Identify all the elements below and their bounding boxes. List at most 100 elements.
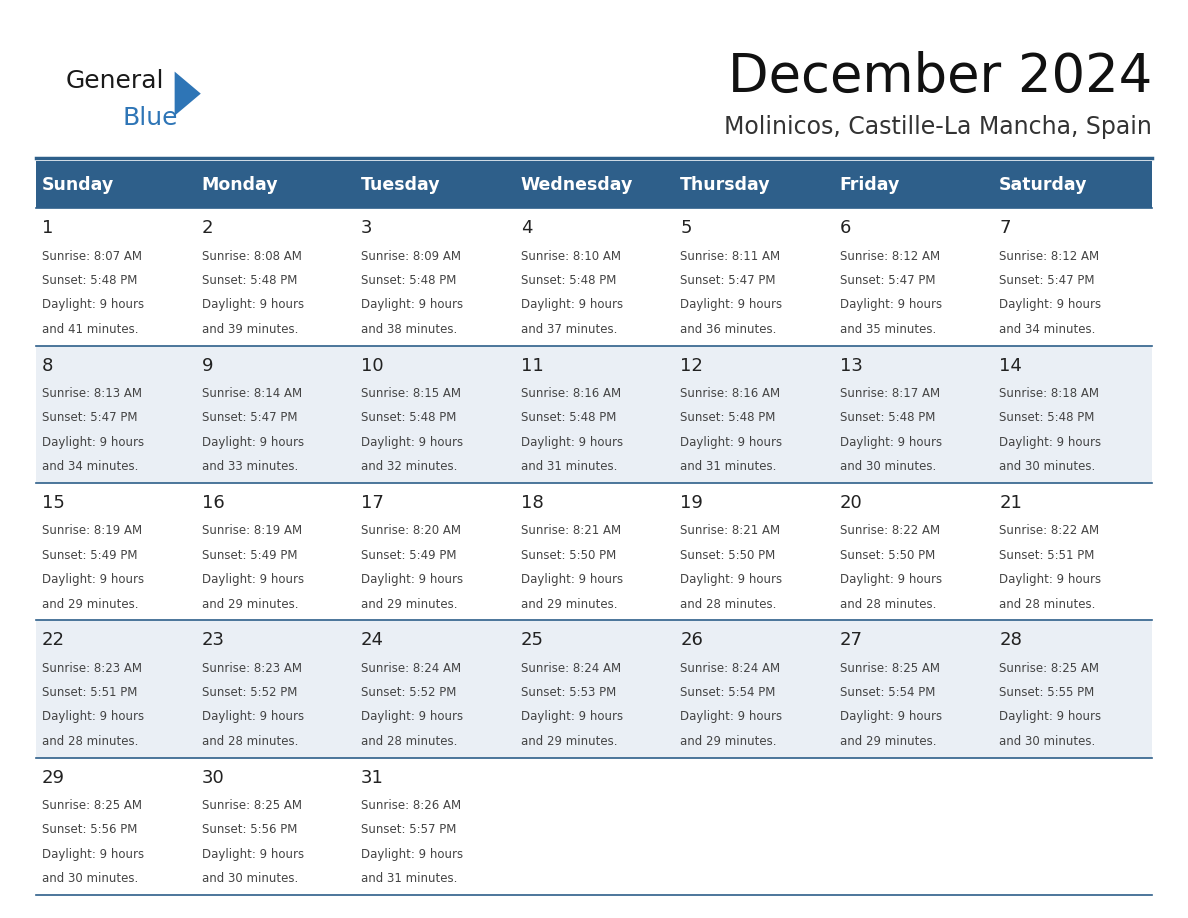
Text: Sunset: 5:48 PM: Sunset: 5:48 PM	[361, 411, 456, 424]
Text: Sunset: 5:48 PM: Sunset: 5:48 PM	[202, 274, 297, 287]
Text: Daylight: 9 hours: Daylight: 9 hours	[999, 298, 1101, 311]
Text: 29: 29	[42, 768, 65, 787]
Text: Sunrise: 8:13 AM: Sunrise: 8:13 AM	[42, 386, 143, 400]
Text: Daylight: 9 hours: Daylight: 9 hours	[42, 436, 144, 449]
Text: 16: 16	[202, 494, 225, 512]
Text: Daylight: 9 hours: Daylight: 9 hours	[999, 711, 1101, 723]
Text: Sunset: 5:47 PM: Sunset: 5:47 PM	[681, 274, 776, 287]
Text: 31: 31	[361, 768, 384, 787]
Text: Sunrise: 8:25 AM: Sunrise: 8:25 AM	[42, 799, 143, 812]
Text: 22: 22	[42, 632, 65, 649]
Text: 30: 30	[202, 768, 225, 787]
Text: Sunrise: 8:23 AM: Sunrise: 8:23 AM	[202, 662, 302, 675]
Text: Sunset: 5:55 PM: Sunset: 5:55 PM	[999, 686, 1094, 699]
Text: Sunset: 5:48 PM: Sunset: 5:48 PM	[999, 411, 1094, 424]
Text: Sunrise: 8:12 AM: Sunrise: 8:12 AM	[999, 250, 1099, 263]
Text: Sunrise: 8:09 AM: Sunrise: 8:09 AM	[361, 250, 461, 263]
Text: Sunset: 5:48 PM: Sunset: 5:48 PM	[361, 274, 456, 287]
Text: Sunset: 5:47 PM: Sunset: 5:47 PM	[840, 274, 935, 287]
Text: Daylight: 9 hours: Daylight: 9 hours	[361, 573, 463, 586]
Text: 18: 18	[520, 494, 543, 512]
Text: and 28 minutes.: and 28 minutes.	[681, 598, 777, 610]
Text: Sunrise: 8:14 AM: Sunrise: 8:14 AM	[202, 386, 302, 400]
Text: Daylight: 9 hours: Daylight: 9 hours	[202, 573, 304, 586]
Text: 11: 11	[520, 357, 543, 375]
Text: Sunset: 5:52 PM: Sunset: 5:52 PM	[361, 686, 456, 699]
Text: Daylight: 9 hours: Daylight: 9 hours	[840, 711, 942, 723]
Text: and 28 minutes.: and 28 minutes.	[840, 598, 936, 610]
Text: Daylight: 9 hours: Daylight: 9 hours	[202, 298, 304, 311]
Text: Daylight: 9 hours: Daylight: 9 hours	[520, 436, 623, 449]
Text: 5: 5	[681, 219, 691, 238]
Text: 4: 4	[520, 219, 532, 238]
Text: 1: 1	[42, 219, 53, 238]
Text: General: General	[65, 69, 164, 93]
Text: 10: 10	[361, 357, 384, 375]
Text: and 29 minutes.: and 29 minutes.	[42, 598, 139, 610]
Text: Sunrise: 8:11 AM: Sunrise: 8:11 AM	[681, 250, 781, 263]
Text: Sunset: 5:51 PM: Sunset: 5:51 PM	[999, 549, 1094, 562]
Text: Sunrise: 8:25 AM: Sunrise: 8:25 AM	[840, 662, 940, 675]
Bar	[36, 346, 1152, 483]
Text: and 30 minutes.: and 30 minutes.	[840, 460, 936, 474]
Text: Wednesday: Wednesday	[520, 175, 633, 194]
Text: 21: 21	[999, 494, 1022, 512]
Text: 24: 24	[361, 632, 384, 649]
Text: and 29 minutes.: and 29 minutes.	[681, 735, 777, 748]
Text: Sunrise: 8:07 AM: Sunrise: 8:07 AM	[42, 250, 143, 263]
Text: and 29 minutes.: and 29 minutes.	[840, 735, 936, 748]
Text: Daylight: 9 hours: Daylight: 9 hours	[202, 848, 304, 861]
Text: and 35 minutes.: and 35 minutes.	[840, 323, 936, 336]
Text: and 31 minutes.: and 31 minutes.	[681, 460, 777, 474]
Text: Sunset: 5:49 PM: Sunset: 5:49 PM	[361, 549, 456, 562]
Text: Sunrise: 8:20 AM: Sunrise: 8:20 AM	[361, 524, 461, 537]
Text: Daylight: 9 hours: Daylight: 9 hours	[361, 298, 463, 311]
Text: 27: 27	[840, 632, 862, 649]
Text: and 29 minutes.: and 29 minutes.	[520, 735, 617, 748]
Text: 17: 17	[361, 494, 384, 512]
Text: Sunrise: 8:21 AM: Sunrise: 8:21 AM	[681, 524, 781, 537]
Text: Daylight: 9 hours: Daylight: 9 hours	[840, 573, 942, 586]
Text: Daylight: 9 hours: Daylight: 9 hours	[681, 298, 782, 311]
Text: Daylight: 9 hours: Daylight: 9 hours	[42, 298, 144, 311]
Text: Thursday: Thursday	[681, 175, 771, 194]
Text: Daylight: 9 hours: Daylight: 9 hours	[202, 711, 304, 723]
Text: Sunset: 5:56 PM: Sunset: 5:56 PM	[42, 823, 138, 836]
Text: December 2024: December 2024	[728, 50, 1152, 103]
Text: and 37 minutes.: and 37 minutes.	[520, 323, 617, 336]
Text: and 28 minutes.: and 28 minutes.	[361, 735, 457, 748]
Text: Sunset: 5:49 PM: Sunset: 5:49 PM	[202, 549, 297, 562]
Text: Blue: Blue	[122, 106, 178, 129]
Text: and 29 minutes.: and 29 minutes.	[361, 598, 457, 610]
Text: Daylight: 9 hours: Daylight: 9 hours	[681, 711, 782, 723]
Text: Daylight: 9 hours: Daylight: 9 hours	[361, 848, 463, 861]
Text: Sunset: 5:57 PM: Sunset: 5:57 PM	[361, 823, 456, 836]
Text: and 31 minutes.: and 31 minutes.	[361, 872, 457, 885]
Polygon shape	[175, 72, 201, 116]
Text: and 31 minutes.: and 31 minutes.	[520, 460, 617, 474]
Text: Daylight: 9 hours: Daylight: 9 hours	[999, 573, 1101, 586]
Text: Daylight: 9 hours: Daylight: 9 hours	[42, 848, 144, 861]
Text: and 36 minutes.: and 36 minutes.	[681, 323, 777, 336]
Text: Sunrise: 8:10 AM: Sunrise: 8:10 AM	[520, 250, 620, 263]
Bar	[36, 757, 1152, 895]
Text: 13: 13	[840, 357, 862, 375]
Text: Daylight: 9 hours: Daylight: 9 hours	[42, 573, 144, 586]
Text: 9: 9	[202, 357, 213, 375]
Text: Molinicos, Castille-La Mancha, Spain: Molinicos, Castille-La Mancha, Spain	[725, 115, 1152, 139]
Text: and 33 minutes.: and 33 minutes.	[202, 460, 298, 474]
Text: and 28 minutes.: and 28 minutes.	[42, 735, 138, 748]
Text: 28: 28	[999, 632, 1022, 649]
Text: Sunrise: 8:17 AM: Sunrise: 8:17 AM	[840, 386, 940, 400]
Bar	[36, 483, 1152, 621]
Text: 2: 2	[202, 219, 213, 238]
Text: Sunset: 5:51 PM: Sunset: 5:51 PM	[42, 686, 138, 699]
Text: Sunset: 5:52 PM: Sunset: 5:52 PM	[202, 686, 297, 699]
Text: Sunrise: 8:15 AM: Sunrise: 8:15 AM	[361, 386, 461, 400]
Text: 20: 20	[840, 494, 862, 512]
Text: Sunrise: 8:22 AM: Sunrise: 8:22 AM	[999, 524, 1099, 537]
Text: Sunrise: 8:26 AM: Sunrise: 8:26 AM	[361, 799, 461, 812]
Bar	[36, 621, 1152, 757]
Text: 7: 7	[999, 219, 1011, 238]
Text: Saturday: Saturday	[999, 175, 1088, 194]
